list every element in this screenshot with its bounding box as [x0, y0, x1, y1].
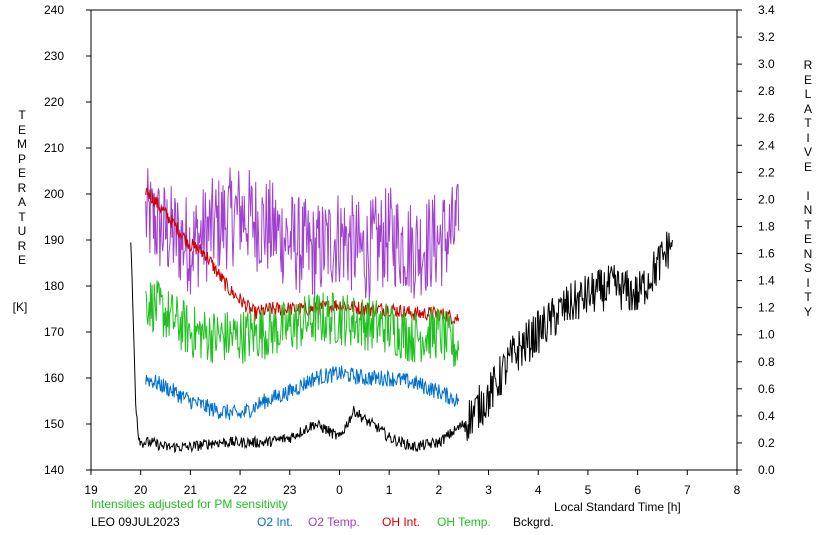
axis-label-letter: R: [803, 58, 813, 72]
series-line-bckgrd: [130, 231, 673, 454]
axis-label-letter: S: [803, 261, 812, 275]
series-line-oh-temp: [145, 280, 460, 367]
right-tick-label: 1.2: [758, 301, 775, 315]
axis-label-letter: R: [17, 238, 27, 253]
x-tick-label: 7: [684, 483, 691, 497]
right-tick-label: 2.0: [758, 192, 775, 206]
legend-o2-int: O2 Int.: [257, 515, 294, 529]
axis-label-letter: T: [804, 217, 812, 232]
left-tick-label: 150: [44, 417, 64, 431]
axis-label-letter: E: [803, 72, 812, 87]
left-tick-label: 220: [44, 95, 64, 109]
left-tick-label: 180: [44, 279, 64, 293]
left-axis-unit: [K]: [12, 300, 28, 314]
axis-label-letter: I: [806, 275, 810, 290]
x-axis-label: Local Standard Time [h]: [554, 500, 681, 514]
x-tick-label: 22: [233, 483, 247, 497]
x-tick-label: 3: [485, 483, 492, 497]
x-tick-label: 8: [734, 483, 741, 497]
left-tick-label: 190: [44, 233, 64, 247]
x-tick-label: 23: [283, 483, 297, 497]
axis-label-letter: T: [18, 209, 26, 224]
right-axis-ticks: 0.0 0.2 0.4 0.6 0.8 1.0 1.2 1.4 1.6 1.8 2.0 2.2 2.4 2…: [737, 3, 775, 477]
axis-label-letter: I: [806, 188, 810, 203]
axis-label-letter: L: [804, 87, 812, 101]
right-tick-label: 1.6: [758, 247, 775, 261]
axis-label-letter: T: [804, 290, 812, 304]
left-tick-label: 170: [44, 325, 64, 339]
left-tick-label: 200: [44, 187, 64, 201]
axis-label-letter: E: [17, 166, 26, 180]
x-tick-label: 4: [535, 483, 542, 497]
x-tick-label: 6: [634, 483, 641, 497]
x-axis-ticks: 19 20 21 22 23 0 1 2 3 4 5 6 7 8: [84, 470, 741, 497]
axis-label-letter: E: [17, 122, 26, 137]
right-tick-label: 2.8: [758, 84, 775, 98]
right-tick-label: 0.6: [758, 382, 775, 396]
left-tick-label: 210: [44, 141, 64, 155]
axis-label-letter: P: [17, 151, 26, 166]
right-tick-label: 0.4: [758, 409, 775, 423]
axis-label-letter: T: [18, 108, 26, 122]
axis-label-letter: T: [804, 116, 812, 130]
right-tick-label: 0.8: [758, 355, 775, 369]
right-tick-label: 1.8: [758, 219, 775, 233]
right-tick-label: 3.0: [758, 57, 775, 71]
axis-label-letter: I: [806, 130, 810, 145]
left-tick-label: 240: [44, 3, 64, 17]
right-tick-label: 1.0: [758, 328, 775, 342]
legend-oh-int: OH Int.: [382, 515, 421, 529]
left-tick-label: 230: [44, 49, 64, 63]
series-line-o2-temp: [145, 167, 460, 302]
axis-label-letter: A: [17, 195, 26, 209]
legend-bckgrd: Bckgrd.: [513, 515, 554, 529]
right-tick-label: 1.4: [758, 274, 775, 288]
x-tick-label: 0: [336, 483, 343, 497]
x-tick-label: 21: [184, 483, 198, 497]
legend-o2-temp: O2 Temp.: [308, 515, 360, 529]
note-text: Intensities adjusted for PM sensitivity: [91, 497, 288, 511]
axis-label-letter: M: [17, 137, 27, 151]
left-tick-label: 160: [44, 371, 64, 385]
series-line-o2-int: [145, 365, 460, 420]
right-tick-label: 3.2: [758, 30, 775, 44]
x-tick-label: 5: [585, 483, 592, 497]
axis-label-letter: [800, 174, 816, 189]
axis-label-letter: N: [803, 246, 813, 261]
axis-label-letter: E: [803, 159, 812, 174]
series-line-oh-int: [145, 186, 460, 326]
x-tick-label: 1: [386, 483, 393, 497]
left-tick-label: 140: [44, 463, 64, 477]
right-tick-label: 2.6: [758, 111, 775, 125]
axis-label-letter: N: [803, 203, 813, 217]
axis-label-letter: R: [17, 180, 27, 195]
x-tick-label: 19: [84, 483, 98, 497]
legend-oh-temp: OH Temp.: [437, 515, 491, 529]
x-tick-label: 20: [134, 483, 148, 497]
right-tick-label: 3.4: [758, 3, 775, 17]
right-tick-label: 2.4: [758, 138, 775, 152]
axis-label-letter: E: [803, 232, 812, 246]
axis-label-letter: Y: [803, 304, 812, 319]
station-text: LEO 09JUL2023: [91, 515, 180, 529]
axis-label-letter: E: [17, 253, 26, 267]
right-tick-label: 0.2: [758, 436, 775, 450]
axis-label-letter: A: [803, 101, 812, 116]
right-tick-label: 2.2: [758, 165, 775, 179]
axis-label-letter: U: [17, 224, 27, 238]
series-layer: [130, 167, 673, 454]
right-tick-label: 0.0: [758, 463, 775, 477]
left-axis-ticks: 140 150 160 170 180 190 200 210 220 230 240: [44, 3, 91, 477]
axis-label-letter: V: [803, 145, 812, 159]
x-tick-label: 2: [436, 483, 443, 497]
